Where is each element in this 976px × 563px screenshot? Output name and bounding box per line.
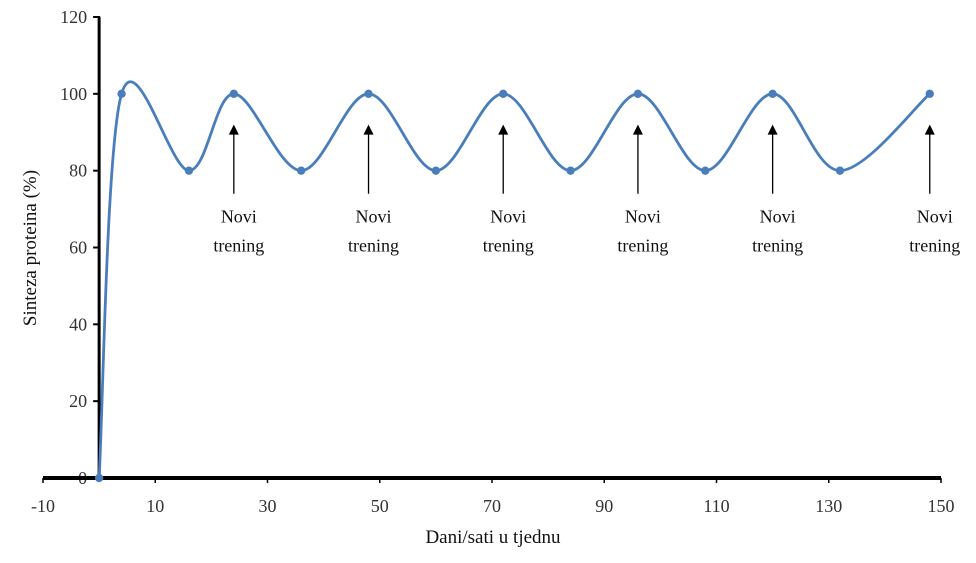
annotation-label-line2: trening: [483, 235, 534, 255]
y-tick-label: 120: [60, 7, 87, 27]
annotation-label-line1: Novi: [221, 207, 257, 227]
annotation-label-line1: Novi: [356, 207, 392, 227]
y-tick-label: 60: [69, 238, 87, 258]
data-point: [768, 89, 777, 99]
annotation-label-line1: Novi: [917, 207, 953, 227]
data-point: [701, 166, 710, 175]
annotation-arrow-head: [363, 124, 374, 135]
data-point: [364, 89, 373, 99]
x-tick-label: 150: [928, 496, 955, 516]
annotation-label-line1: Novi: [760, 207, 796, 227]
annotation-arrow-head: [767, 124, 778, 135]
data-point: [229, 89, 239, 99]
x-tick-label: 30: [259, 496, 277, 516]
y-tick-label: 80: [69, 161, 87, 181]
x-tick-label: -10: [31, 496, 55, 516]
data-point: [499, 89, 508, 99]
data-point: [431, 166, 441, 175]
x-axis-title: Dani/sati u tjednu: [425, 527, 561, 548]
y-axis-title: Sinteza proteina (%): [20, 170, 41, 326]
annotation-label-line1: Novi: [490, 207, 526, 227]
x-tick-label: 110: [703, 496, 729, 516]
annotation-label-line1: Novi: [625, 207, 661, 227]
annotation-label-line2: trening: [617, 235, 668, 255]
x-tick-label: 50: [371, 496, 389, 516]
data-point: [566, 166, 575, 175]
annotation-label-line2: trening: [213, 235, 264, 255]
y-tick-label: 20: [69, 391, 87, 411]
x-tick-label: 130: [815, 496, 842, 516]
x-tick-label: 70: [483, 496, 501, 516]
x-tick-label: 10: [146, 496, 164, 516]
y-tick-label: 100: [60, 84, 87, 104]
data-point: [835, 166, 845, 175]
data-point: [184, 166, 194, 175]
annotation-arrow-head: [498, 124, 509, 135]
data-point: [633, 89, 643, 99]
series-group: [94, 80, 934, 483]
data-point: [296, 166, 306, 175]
y-tick-label: 40: [69, 314, 87, 334]
annotation-arrow-head: [924, 124, 935, 135]
x-tick-label: 90: [595, 496, 613, 516]
annotation-arrow-head: [632, 124, 643, 135]
annotation-label-line2: trening: [348, 235, 399, 255]
annotations-group: Novi trening Novi trening Novi trening Novi tre…: [213, 124, 960, 255]
annotation-arrow-head: [228, 124, 239, 135]
data-point: [925, 89, 934, 99]
annotation-label-line2: trening: [752, 235, 803, 255]
annotation-label-line2: trening: [909, 235, 960, 255]
data-point: [94, 473, 104, 483]
series-line: [97, 80, 931, 479]
data-point: [117, 89, 126, 99]
